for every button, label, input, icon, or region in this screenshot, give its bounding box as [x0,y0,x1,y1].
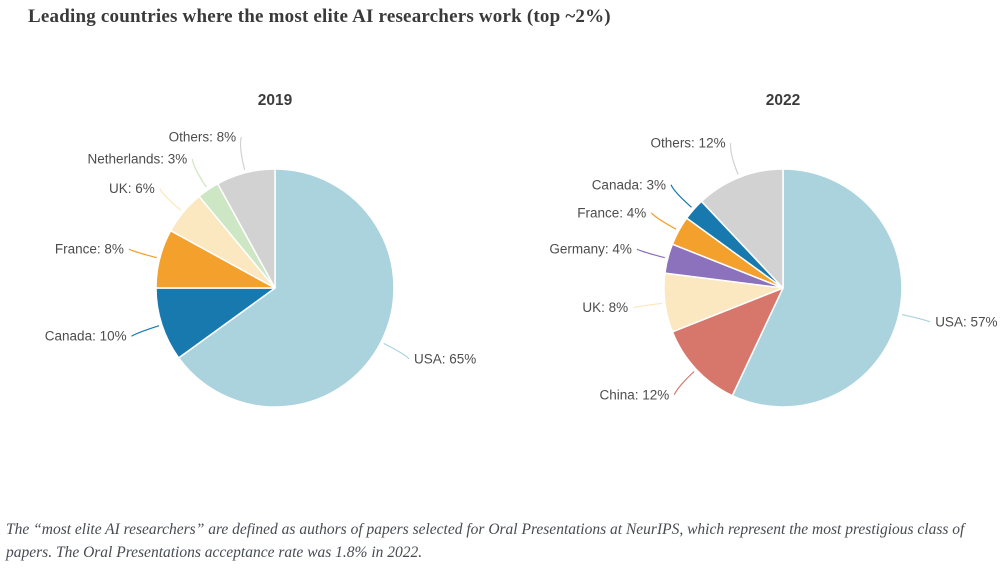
pie-label-canada: Canada: 3% [592,177,666,192]
pie-label-usa: USA: 57% [935,315,997,330]
leader-line-france [128,248,157,259]
pie-chart-2019: 2019 USA: 65% Canada: 10% France: 8% UK: 6%… [45,92,476,408]
pie-label-usa: USA: 65% [414,351,476,366]
leader-line-canada [131,325,160,337]
pie-slice-usa [177,168,395,408]
pie-slice-usa [731,168,903,408]
page-title: Leading countries where the most elite A… [28,6,611,27]
pie-label-france: France: 8% [55,242,124,257]
pie-slice-others [216,168,276,289]
pie-label-canada: Canada: 10% [45,329,127,344]
pie-label-others: Others: 12% [651,136,726,151]
leader-line-others [239,136,246,170]
pie-panel-2022: 2022 USA: 57% China: 12% UK: 8% Germany: 4%… [502,55,1004,515]
leader-line-germany [636,248,665,259]
leader-line-uk [633,302,663,309]
chart-year-label-2019: 2019 [258,92,293,109]
pie-label-france: France: 4% [577,205,646,220]
pie-label-others: Others: 8% [169,129,237,144]
pie-label-china: China: 12% [600,387,670,402]
pie-label-uk: UK: 6% [109,181,155,196]
pie-slice-china [671,287,784,397]
footnote: The “most elite AI researchers” are defi… [6,521,965,561]
charts-row: 2019 USA: 65% Canada: 10% France: 8% UK: 6%… [0,55,1004,515]
pie-label-netherlands: Netherlands: 3% [87,152,187,167]
leader-line-usa [383,342,410,360]
leader-line-netherlands [191,158,207,188]
leader-line-canada [670,184,692,208]
leader-line-uk [159,188,182,211]
pie-chart-2022: 2022 USA: 57% China: 12% UK: 8% Germany: 4%… [549,92,997,408]
leader-line-france [650,212,677,230]
pie-label-uk: UK: 8% [582,300,628,315]
pie-panel-2019: 2019 USA: 65% Canada: 10% France: 8% UK: 6%… [0,55,502,515]
leader-line-china [673,371,695,396]
pie-slice-canada [155,287,276,359]
pie-slice-others [700,168,784,289]
pie-label-germany: Germany: 4% [549,242,632,257]
leader-line-others [729,142,739,175]
chart-year-label-2022: 2022 [766,92,800,109]
leader-line-usa [901,314,931,323]
